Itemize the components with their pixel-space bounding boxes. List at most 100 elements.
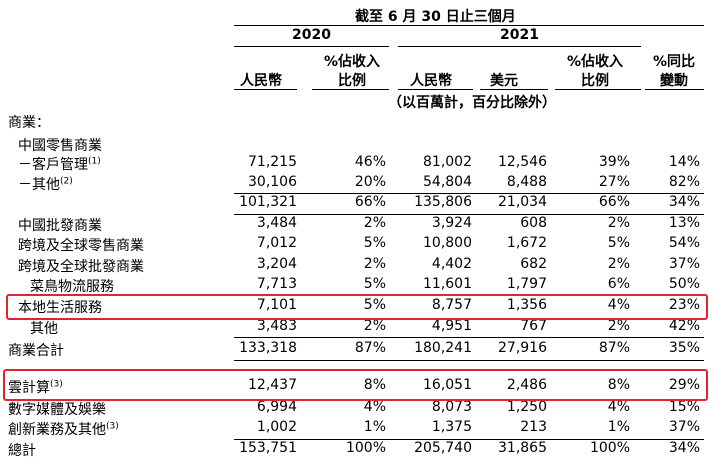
row-label: －其他(2) <box>18 174 73 194</box>
col-pct-rev-2021-header-2: 比例 <box>581 73 609 89</box>
cell-rmb-2021: 11,601 <box>423 276 472 292</box>
row-label: 商業： <box>8 112 50 132</box>
rule-before-total <box>234 439 704 440</box>
cell-yoy: 54% <box>668 235 700 251</box>
col-rmb-2021-header: 人民幣 <box>410 73 452 89</box>
row-label-text: 其他 <box>30 321 58 337</box>
cell-rmb-2021: 4,951 <box>431 318 472 334</box>
row-label-text: －其他 <box>18 177 60 193</box>
col-pct-rev-2020-header-1: %佔收入 <box>323 54 381 70</box>
col-yoy-header-2: 變動 <box>660 73 688 89</box>
cell-yoy: 29% <box>668 377 700 393</box>
year-2021-header: 2021 <box>500 27 539 43</box>
cell-rmb-2020: 6,994 <box>256 399 297 415</box>
row-label-text: 商業合計 <box>8 343 64 359</box>
row-label: 菜鳥物流服務 <box>30 276 114 296</box>
cell-usd-2021: 1,250 <box>506 399 547 415</box>
rule-before-commerce-total <box>234 337 704 338</box>
cell-yoy: 37% <box>668 256 700 272</box>
cell-usd-2021: 12,546 <box>498 154 547 170</box>
year-2020-underline <box>234 46 389 47</box>
cell-pct-rev-2021: 1% <box>607 419 630 435</box>
cell-pct-rev-2020: 1% <box>363 419 386 435</box>
cell-pct-rev-2020: 20% <box>354 174 386 190</box>
col-pct-rev-2020-header-2: 比例 <box>338 73 366 89</box>
cell-pct-rev-2021: 39% <box>598 154 630 170</box>
cell-yoy: 50% <box>668 276 700 292</box>
col-pct-rev-2021-header-1: %佔收入 <box>566 54 624 70</box>
col-yoy-header-1: %同比 <box>652 54 696 70</box>
row-label: 創新業務及其他(3) <box>8 419 119 439</box>
col-pct-rev-2020-underline <box>312 89 389 90</box>
cell-rmb-2021: 16,051 <box>423 377 472 393</box>
rule-subtotal-retail <box>234 193 704 194</box>
cell-pct-rev-2020: 87% <box>354 340 386 356</box>
cell-yoy: 35% <box>668 340 700 356</box>
rule-after-commerce-total <box>234 360 704 361</box>
cell-pct-rev-2020: 2% <box>363 215 386 231</box>
row-label-text: 跨境及全球批發商業 <box>18 259 144 275</box>
highlight-local-services <box>6 294 708 320</box>
row-label: 跨境及全球零售商業 <box>18 235 144 255</box>
cell-rmb-2020: 3,483 <box>256 318 297 334</box>
cell-usd-2021: 31,865 <box>498 440 547 456</box>
cell-yoy: 42% <box>668 318 700 334</box>
cell-pct-rev-2021: 100% <box>589 440 630 456</box>
cell-pct-rev-2021: 4% <box>607 297 630 313</box>
year-2020-header: 2020 <box>292 27 331 43</box>
cell-rmb-2020: 7,713 <box>256 276 297 292</box>
cell-pct-rev-2021: 2% <box>607 318 630 334</box>
row-label-text: 跨境及全球零售商業 <box>18 238 144 254</box>
year-2021-underline <box>398 46 641 47</box>
row-label: 跨境及全球批發商業 <box>18 256 144 276</box>
cell-rmb-2020: 7,012 <box>256 235 297 251</box>
row-label-text: 雲計算 <box>8 380 50 396</box>
cell-pct-rev-2020: 5% <box>363 276 386 292</box>
row-label-text: 商業： <box>8 115 50 131</box>
cell-rmb-2020: 133,318 <box>239 340 297 356</box>
cell-pct-rev-2021: 87% <box>598 340 630 356</box>
cell-yoy: 13% <box>668 215 700 231</box>
cell-rmb-2020: 3,484 <box>256 215 297 231</box>
row-label: －客戶管理(1) <box>18 154 101 174</box>
row-label-text: 創新業務及其他 <box>8 422 106 438</box>
cell-rmb-2020: 1,002 <box>256 419 297 435</box>
period-header: 截至 6 月 30 日止三個月 <box>355 9 516 25</box>
cell-rmb-2020: 153,751 <box>239 440 297 456</box>
row-label-text: 數字媒體及娛樂 <box>8 402 106 418</box>
cell-pct-rev-2020: 46% <box>354 154 386 170</box>
cell-usd-2021: 1,797 <box>506 276 547 292</box>
cell-pct-rev-2021: 4% <box>607 399 630 415</box>
row-label: 雲計算(3) <box>8 377 63 397</box>
row-label: 中國批發商業 <box>18 215 102 235</box>
cell-yoy: 82% <box>668 174 700 190</box>
cell-rmb-2020: 3,204 <box>256 256 297 272</box>
col-pct-rev-2021-underline <box>555 89 641 90</box>
cell-rmb-2021: 1,375 <box>431 419 472 435</box>
cell-rmb-2021: 8,073 <box>431 399 472 415</box>
cell-usd-2021: 608 <box>520 215 547 231</box>
cell-pct-rev-2020: 100% <box>345 440 386 456</box>
col-yoy-underline <box>645 89 704 90</box>
cell-rmb-2021: 135,806 <box>414 194 472 210</box>
cell-usd-2021: 682 <box>520 256 547 272</box>
cell-yoy: 34% <box>668 194 700 210</box>
col-usd-2021-underline <box>480 89 548 90</box>
col-usd-2021-header: 美元 <box>490 73 518 89</box>
cell-pct-rev-2020: 5% <box>363 297 386 313</box>
row-label: 數字媒體及娛樂 <box>8 399 106 419</box>
row-label-text: 本地生活服務 <box>18 300 102 316</box>
row-label-text: 菜鳥物流服務 <box>30 279 114 295</box>
cell-rmb-2021: 3,924 <box>431 215 472 231</box>
cell-rmb-2021: 81,002 <box>423 154 472 170</box>
cell-usd-2021: 8,488 <box>506 174 547 190</box>
cell-rmb-2021: 54,804 <box>423 174 472 190</box>
cell-rmb-2020: 12,437 <box>248 377 297 393</box>
cell-yoy: 23% <box>668 297 700 313</box>
row-label: 中國零售商業 <box>18 135 102 155</box>
rule-after-retail-subtotal <box>234 214 704 215</box>
cell-rmb-2020: 101,321 <box>239 194 297 210</box>
cell-rmb-2021: 205,740 <box>414 440 472 456</box>
cell-usd-2021: 21,034 <box>498 194 547 210</box>
cell-rmb-2020: 7,101 <box>256 297 297 313</box>
